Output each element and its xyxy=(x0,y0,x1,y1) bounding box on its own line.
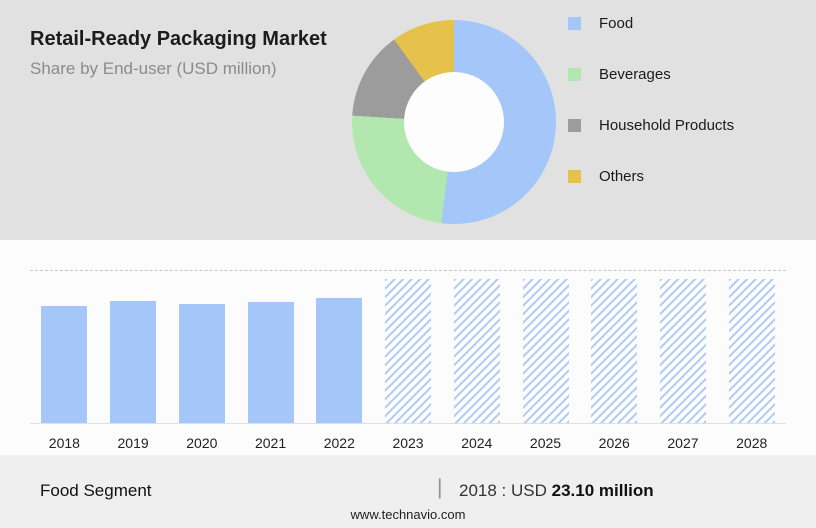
bar-2020 xyxy=(178,304,225,423)
legend-item-food: Food xyxy=(568,14,734,32)
footer: Food Segment | 2018 : USD 23.10 million xyxy=(0,455,816,507)
donut-chart xyxy=(352,20,556,224)
bar-2028 xyxy=(728,279,775,423)
bar-2026 xyxy=(591,279,638,423)
x-label-2028: 2028 xyxy=(736,435,768,451)
bar-2021 xyxy=(247,302,294,423)
bar-slot-2023 xyxy=(374,271,443,423)
legend-item-beverages: Beverages xyxy=(568,65,734,83)
legend-label: Food xyxy=(599,14,634,32)
bar-slot-2028 xyxy=(717,271,786,423)
value-prefix: 2018 : USD xyxy=(459,481,547,500)
bar-chart-section: 2018 2019 2020 2021 2022 2023 2024 2025 2026 2027… xyxy=(0,240,816,455)
x-label-2025: 2025 xyxy=(529,435,562,451)
legend: Food Beverages Household Products Others xyxy=(568,14,735,185)
bar-slot-2019 xyxy=(99,271,168,423)
bar-slot-2026 xyxy=(580,271,649,423)
page-subtitle: Share by End-user (USD million) xyxy=(30,59,277,78)
x-label-2018: 2018 xyxy=(48,435,80,451)
legend-label: Household Products xyxy=(599,116,735,134)
x-label-2023: 2023 xyxy=(392,435,424,451)
bar-2027 xyxy=(659,279,706,423)
bar-2023 xyxy=(385,279,432,423)
website-text: www.technavio.com xyxy=(350,507,466,522)
bar-2018 xyxy=(41,306,88,423)
x-axis-labels: 2018 2019 2020 2021 2022 2023 2024 2025 2026 2027… xyxy=(30,424,786,451)
separator: | xyxy=(437,476,443,499)
x-label-2020: 2020 xyxy=(186,435,218,451)
legend-swatch xyxy=(568,67,581,81)
bar-2022 xyxy=(316,298,363,423)
legend-label: Beverages xyxy=(599,65,671,83)
legend-swatch xyxy=(568,169,581,183)
bar-2025 xyxy=(522,279,569,423)
segment-label: Food Segment xyxy=(40,481,152,500)
x-label-2026: 2026 xyxy=(598,435,630,451)
bar-slot-2021 xyxy=(236,271,305,423)
x-label-2021: 2021 xyxy=(254,435,287,451)
legend-swatch xyxy=(568,118,581,132)
title-block: Retail-Ready Packaging Market Share by E… xyxy=(30,28,327,79)
x-label-2024: 2024 xyxy=(461,435,493,451)
bar-2024 xyxy=(453,279,500,423)
header: Retail-Ready Packaging Market Share by E… xyxy=(0,0,816,240)
bar-slot-2018 xyxy=(30,271,99,423)
bar-slot-2020 xyxy=(167,271,236,423)
value-bold: 23.10 million xyxy=(551,481,654,500)
bar-slot-2025 xyxy=(511,271,580,423)
donut-hole xyxy=(404,72,504,172)
page-title: Retail-Ready Packaging Market xyxy=(30,28,327,50)
bar-slot-2022 xyxy=(305,271,374,423)
legend-item-others: Others xyxy=(568,167,734,185)
legend-item-household-products: Household Products xyxy=(568,116,735,134)
bar-slot-2024 xyxy=(442,271,511,423)
segment-value: 2018 : USD 23.10 million xyxy=(459,481,654,501)
x-label-2027: 2027 xyxy=(667,435,699,451)
legend-swatch xyxy=(568,16,581,30)
bar-2019 xyxy=(110,301,157,423)
x-label-2019: 2019 xyxy=(117,435,149,451)
x-label-2022: 2022 xyxy=(323,435,355,451)
legend-label: Others xyxy=(599,167,645,185)
bar-slot-2027 xyxy=(649,271,718,423)
bar-chart-plot xyxy=(30,270,786,424)
